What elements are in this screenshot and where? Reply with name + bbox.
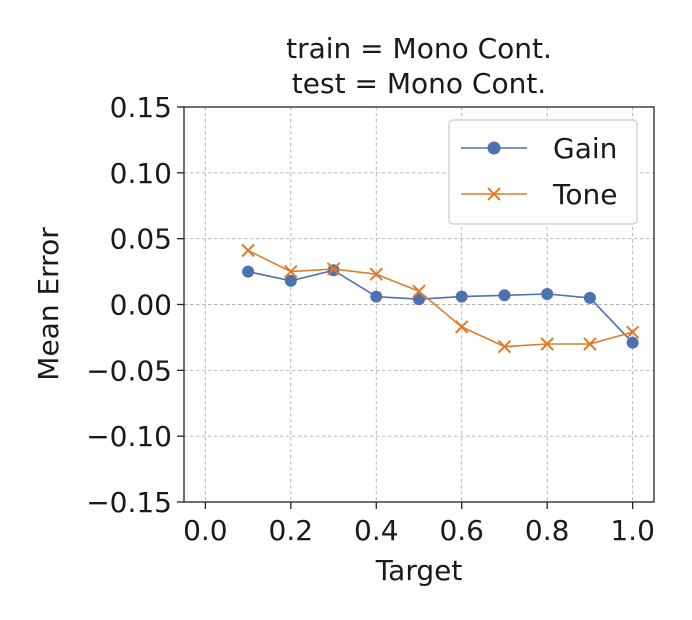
tone-point bbox=[326, 262, 341, 276]
y-tick-label: 0.00 bbox=[110, 289, 172, 322]
y-tick-label: 0.05 bbox=[110, 223, 172, 256]
legend-gain-label: Gain bbox=[553, 132, 617, 165]
legend-tone-marker bbox=[487, 187, 501, 201]
tone-point bbox=[455, 320, 469, 334]
legend: Gain Tone bbox=[448, 119, 638, 225]
gain-point bbox=[626, 336, 639, 349]
chart-title-line-1: train = Mono Cont. bbox=[286, 32, 552, 65]
legend-tone-label: Tone bbox=[552, 178, 617, 211]
gain-point bbox=[541, 287, 554, 300]
gain-point bbox=[370, 290, 383, 303]
tone-point bbox=[540, 337, 554, 351]
x-tick-label: 0.4 bbox=[354, 514, 399, 547]
y-tick-label: 0.10 bbox=[110, 157, 172, 190]
tone-point bbox=[497, 339, 512, 354]
x-tick-label: 0.2 bbox=[269, 514, 314, 547]
gain-point bbox=[498, 289, 511, 302]
chart-title-line-2: test = Mono Cont. bbox=[292, 67, 546, 100]
tone-point bbox=[583, 337, 597, 351]
x-tick-label: 0.6 bbox=[439, 514, 484, 547]
tone-series-line bbox=[247, 249, 633, 348]
gain-series-line bbox=[247, 269, 634, 344]
gain-point bbox=[455, 290, 468, 303]
y-tick-label: 0.15 bbox=[110, 91, 172, 124]
tone-point bbox=[369, 267, 383, 281]
gain-point bbox=[242, 265, 255, 278]
tone-point bbox=[284, 264, 298, 279]
gain-point bbox=[413, 293, 425, 306]
gain-point bbox=[284, 274, 297, 287]
y-tick-label: −0.05 bbox=[86, 354, 172, 387]
x-tick-label: 0.8 bbox=[525, 514, 570, 547]
x-tick-label: 0.0 bbox=[183, 514, 228, 547]
x-axis-label: Target bbox=[375, 554, 463, 587]
tone-point bbox=[241, 243, 255, 258]
tone-point bbox=[412, 284, 426, 299]
x-tick-label: 1.0 bbox=[610, 514, 655, 547]
series-layer bbox=[241, 243, 640, 354]
gain-point bbox=[583, 291, 596, 304]
y-tick-label: −0.15 bbox=[86, 486, 172, 519]
tone-point bbox=[625, 325, 640, 339]
y-axis-label: Mean Error bbox=[32, 227, 65, 381]
y-tick-label: −0.10 bbox=[86, 420, 172, 453]
legend-gain-marker bbox=[487, 141, 501, 155]
axis-ticks: 0.0 0.2 0.4 0.6 0.8 1.0 0.15 0.10 0.05 0.00 −0.05 −… bbox=[86, 91, 655, 547]
